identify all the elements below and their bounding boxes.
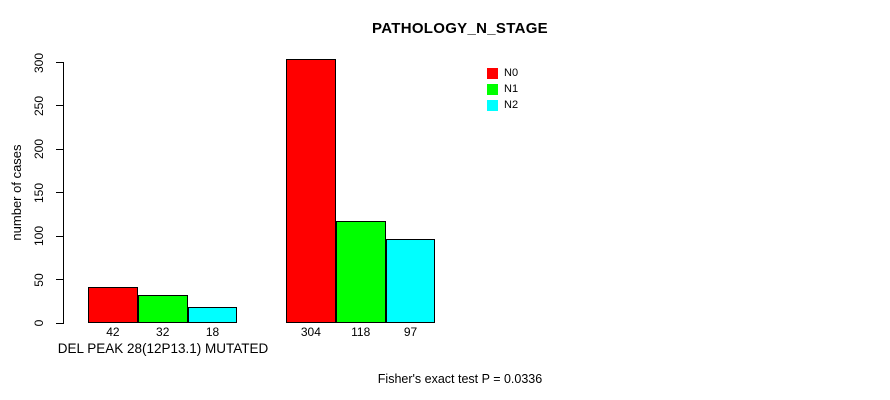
bar-N0-group2 — [286, 59, 336, 323]
bar-N1-group2 — [335, 220, 386, 323]
bar-N1-group1 — [137, 295, 188, 323]
y-axis-tick — [56, 192, 64, 194]
legend: N0 N1 N2 — [487, 65, 518, 113]
y-axis-tick-label: 150 — [32, 182, 46, 203]
y-axis-label: number of cases — [9, 144, 24, 241]
legend-swatch — [487, 99, 498, 111]
y-axis-tick — [56, 148, 64, 150]
y-axis-tick-label: 300 — [32, 52, 46, 73]
bar-value-label: 32 — [156, 324, 170, 339]
bar-value-label: 18 — [205, 324, 220, 339]
bar-value-label: 97 — [403, 324, 418, 339]
y-axis-tick — [56, 235, 64, 237]
y-axis-tick — [56, 279, 64, 281]
bar-N0-group1 — [88, 286, 138, 323]
legend-item-N1: N1 — [487, 81, 518, 97]
bar-value-label: 118 — [351, 324, 371, 339]
bar-N2-group2 — [385, 238, 436, 323]
y-axis-tick-label: 100 — [32, 226, 46, 247]
legend-label: N0 — [504, 66, 519, 79]
legend-swatch — [487, 67, 498, 79]
legend-item-N2: N2 — [487, 97, 518, 113]
y-axis-tick-label: 250 — [32, 95, 46, 116]
y-axis-tick-label: 50 — [32, 272, 46, 287]
y-axis-tick — [56, 62, 64, 63]
bar-N2-group1 — [187, 307, 238, 323]
y-axis-tick — [56, 322, 64, 324]
y-axis-tick-label: 0 — [32, 319, 46, 327]
bar-value-label: 304 — [300, 324, 321, 339]
x-axis-group-label: DEL PEAK 28(12P13.1) MUTATED — [57, 341, 269, 356]
legend-label: N2 — [504, 98, 519, 111]
y-axis-tick — [56, 105, 64, 107]
chart-title: PATHOLOGY_N_STAGE — [372, 20, 548, 37]
legend-label: N1 — [504, 82, 519, 95]
y-axis-tick-label: 200 — [32, 139, 46, 160]
legend-swatch — [487, 83, 498, 95]
annotation-text: Fisher's exact test P = 0.0336 — [377, 372, 543, 386]
bar-value-label: 42 — [106, 324, 120, 339]
legend-item-N0: N0 — [487, 65, 518, 81]
